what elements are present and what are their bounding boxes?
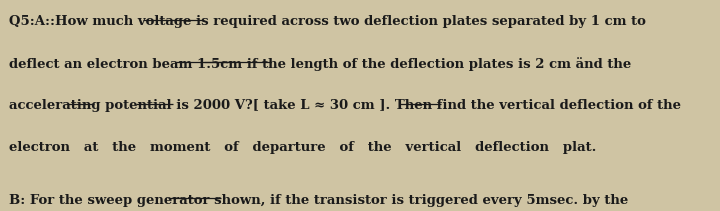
Text: Q5:A::How much voltage is required across two deflection plates separated by 1 c: Q5:A::How much voltage is required acros… — [9, 15, 647, 28]
Text: deflect an electron beam 1.5cm if the length of the deflection plates is 2 cm än: deflect an electron beam 1.5cm if the le… — [9, 57, 631, 71]
Text: accelerating potential is 2000 V?[ take L ≈ 30 cm ]. Then find the vertical defl: accelerating potential is 2000 V?[ take … — [9, 99, 681, 112]
Text: B: For the sweep generator shown, if the transistor is triggered every 5msec. by: B: For the sweep generator shown, if the… — [9, 194, 629, 207]
Text: electron   at   the   moment   of   departure   of   the   vertical   deflection: electron at the moment of departure of t… — [9, 141, 597, 154]
